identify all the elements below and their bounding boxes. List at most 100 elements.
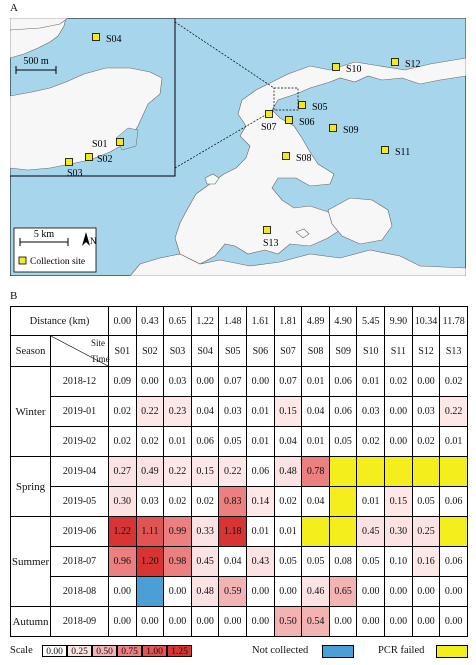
value-cell: 0.01 — [301, 426, 330, 457]
value-cell: 0.08 — [328, 546, 358, 577]
value-cell: 0.00 — [411, 366, 441, 397]
value-cell: 0.00 — [135, 366, 165, 397]
value-cell: 0.00 — [384, 606, 413, 637]
value-cell: 0.00 — [163, 576, 192, 607]
pcr-failed-label: PCR failed — [378, 645, 425, 656]
scale-cell: 1.00 — [142, 645, 167, 657]
value-cell: 0.00 — [384, 426, 413, 457]
value-cell: 0.16 — [411, 546, 441, 577]
site-header-cell: S01 — [108, 335, 137, 367]
zoom-box — [273, 87, 299, 111]
distance-cell: 4.90 — [328, 306, 358, 336]
table-row: Spring 2019-04 0.27 0.49 0.22 0.15 0.22 0.06 0.4… — [10, 456, 468, 517]
pcr-failed-cell — [356, 456, 386, 487]
table-row: 2019-02 0.02 0.02 0.01 0.06 0.05 0.01 0.04 0.01 0… — [11, 426, 468, 457]
site-header-cell: S09 — [328, 335, 358, 367]
site-label-s08: S08 — [296, 153, 312, 164]
main-scale-label: 5 km — [34, 229, 55, 240]
value-cell: 0.23 — [163, 396, 192, 427]
site-label-s10: S10 — [346, 64, 362, 75]
table-row: Winter 2018-12 0.09 0.00 0.03 0.00 0.07 0.00 0.0… — [10, 366, 468, 457]
inset-land-top — [10, 18, 69, 31]
site-label-s05: S05 — [312, 102, 328, 113]
value-cell: 0.07 — [218, 366, 248, 397]
value-cell: 0.45 — [190, 546, 220, 577]
site-marker-s05 — [298, 101, 306, 109]
value-cell: 0.04 — [301, 396, 330, 427]
site-label-s11: S11 — [395, 147, 410, 158]
zoom-line-bottom — [174, 109, 275, 169]
value-cell: 0.00 — [218, 606, 248, 637]
site-marker-s03 — [65, 158, 73, 166]
value-cell: 0.01 — [273, 516, 303, 547]
site-axis-label: Site — [90, 338, 105, 348]
value-cell: 0.01 — [356, 486, 386, 517]
pcr-failed-cell — [411, 456, 441, 487]
value-cell: 0.02 — [108, 426, 137, 457]
north-arrow-icon — [82, 232, 90, 246]
value-cell: 0.65 — [328, 576, 358, 607]
value-cell: 0.04 — [301, 486, 330, 517]
value-cell: 0.59 — [218, 576, 248, 607]
value-cell: 0.03 — [163, 366, 192, 397]
time-cell: 2018-09 — [50, 606, 109, 637]
season-cell: Autumn — [10, 606, 51, 637]
time-cell: 2019-05 — [50, 486, 109, 517]
time-cell: 2019-06 — [50, 516, 109, 547]
value-cell: 0.48 — [190, 576, 220, 607]
site-marker-s07 — [265, 110, 273, 118]
season-cell: Summer — [10, 516, 51, 607]
site-header-cell: S06 — [246, 335, 275, 367]
panel-b-label: B — [10, 290, 18, 302]
value-cell: 0.00 — [108, 576, 137, 607]
value-cell: 0.00 — [135, 606, 165, 637]
value-cell: 0.43 — [246, 546, 275, 577]
site-marker-s01 — [116, 138, 124, 146]
land-south — [129, 249, 466, 276]
value-cell: 0.22 — [163, 456, 192, 487]
value-cell: 0.00 — [411, 576, 441, 607]
time-cell: 2018-08 — [50, 576, 109, 607]
pcr-failed-cell — [301, 516, 330, 547]
pcr-failed-cell — [328, 456, 358, 487]
value-cell: 0.02 — [384, 366, 413, 397]
value-cell: 0.02 — [163, 486, 192, 517]
value-cell: 0.04 — [273, 426, 303, 457]
time-cell: 2018-07 — [50, 546, 109, 577]
scale-cell: 0.00 — [42, 645, 67, 657]
value-cell: 0.00 — [411, 606, 441, 637]
value-cell: 0.46 — [301, 576, 330, 607]
pcr-failed-cell — [328, 516, 358, 547]
table-row: Autumn 2018-09 0.00 0.00 0.00 0.00 0.00 0.00 0.5… — [10, 606, 468, 637]
distance-cell: 0.00 — [108, 306, 137, 336]
value-cell: 0.00 — [384, 396, 413, 427]
inset-scale-bar: 500 m — [15, 56, 57, 74]
table-row: 2018-08 0.00 0.00 0.48 0.59 0.00 0.00 0.46 0.65 0… — [11, 576, 468, 607]
value-cell: 0.05 — [273, 546, 303, 577]
zoom-line-top — [174, 21, 275, 89]
scale-label: Scale — [10, 645, 33, 656]
value-cell: 0.00 — [246, 576, 275, 607]
distance-cell: 1.48 — [218, 306, 248, 336]
site-header-cell: S07 — [273, 335, 303, 367]
value-cell: 0.03 — [356, 396, 386, 427]
site-label-s12: S12 — [405, 59, 421, 70]
value-cell: 0.02 — [190, 486, 220, 517]
distance-cell: 1.81 — [273, 306, 303, 336]
site-header-cell: S10 — [356, 335, 386, 367]
time-axis-label: Time — [91, 354, 110, 364]
table-row: Summer 2019-06 1.22 1.11 0.99 0.33 1.18 0.01 0.0… — [10, 516, 468, 607]
time-cell: 2019-02 — [50, 426, 109, 457]
site-marker-s06 — [285, 116, 293, 124]
site-label-s06: S06 — [299, 117, 315, 128]
value-cell: 0.02 — [273, 486, 303, 517]
value-cell: 1.20 — [135, 546, 165, 577]
site-marker-s02 — [85, 153, 93, 161]
site-header-cell: S08 — [301, 335, 330, 367]
map-legend: 5 km N Collection site — [13, 227, 97, 273]
value-cell: 1.22 — [108, 516, 137, 547]
value-cell: 0.01 — [246, 516, 275, 547]
site-marker-icon — [18, 256, 27, 265]
value-cell: 0.02 — [411, 426, 441, 457]
distance-cell: 1.61 — [246, 306, 275, 336]
